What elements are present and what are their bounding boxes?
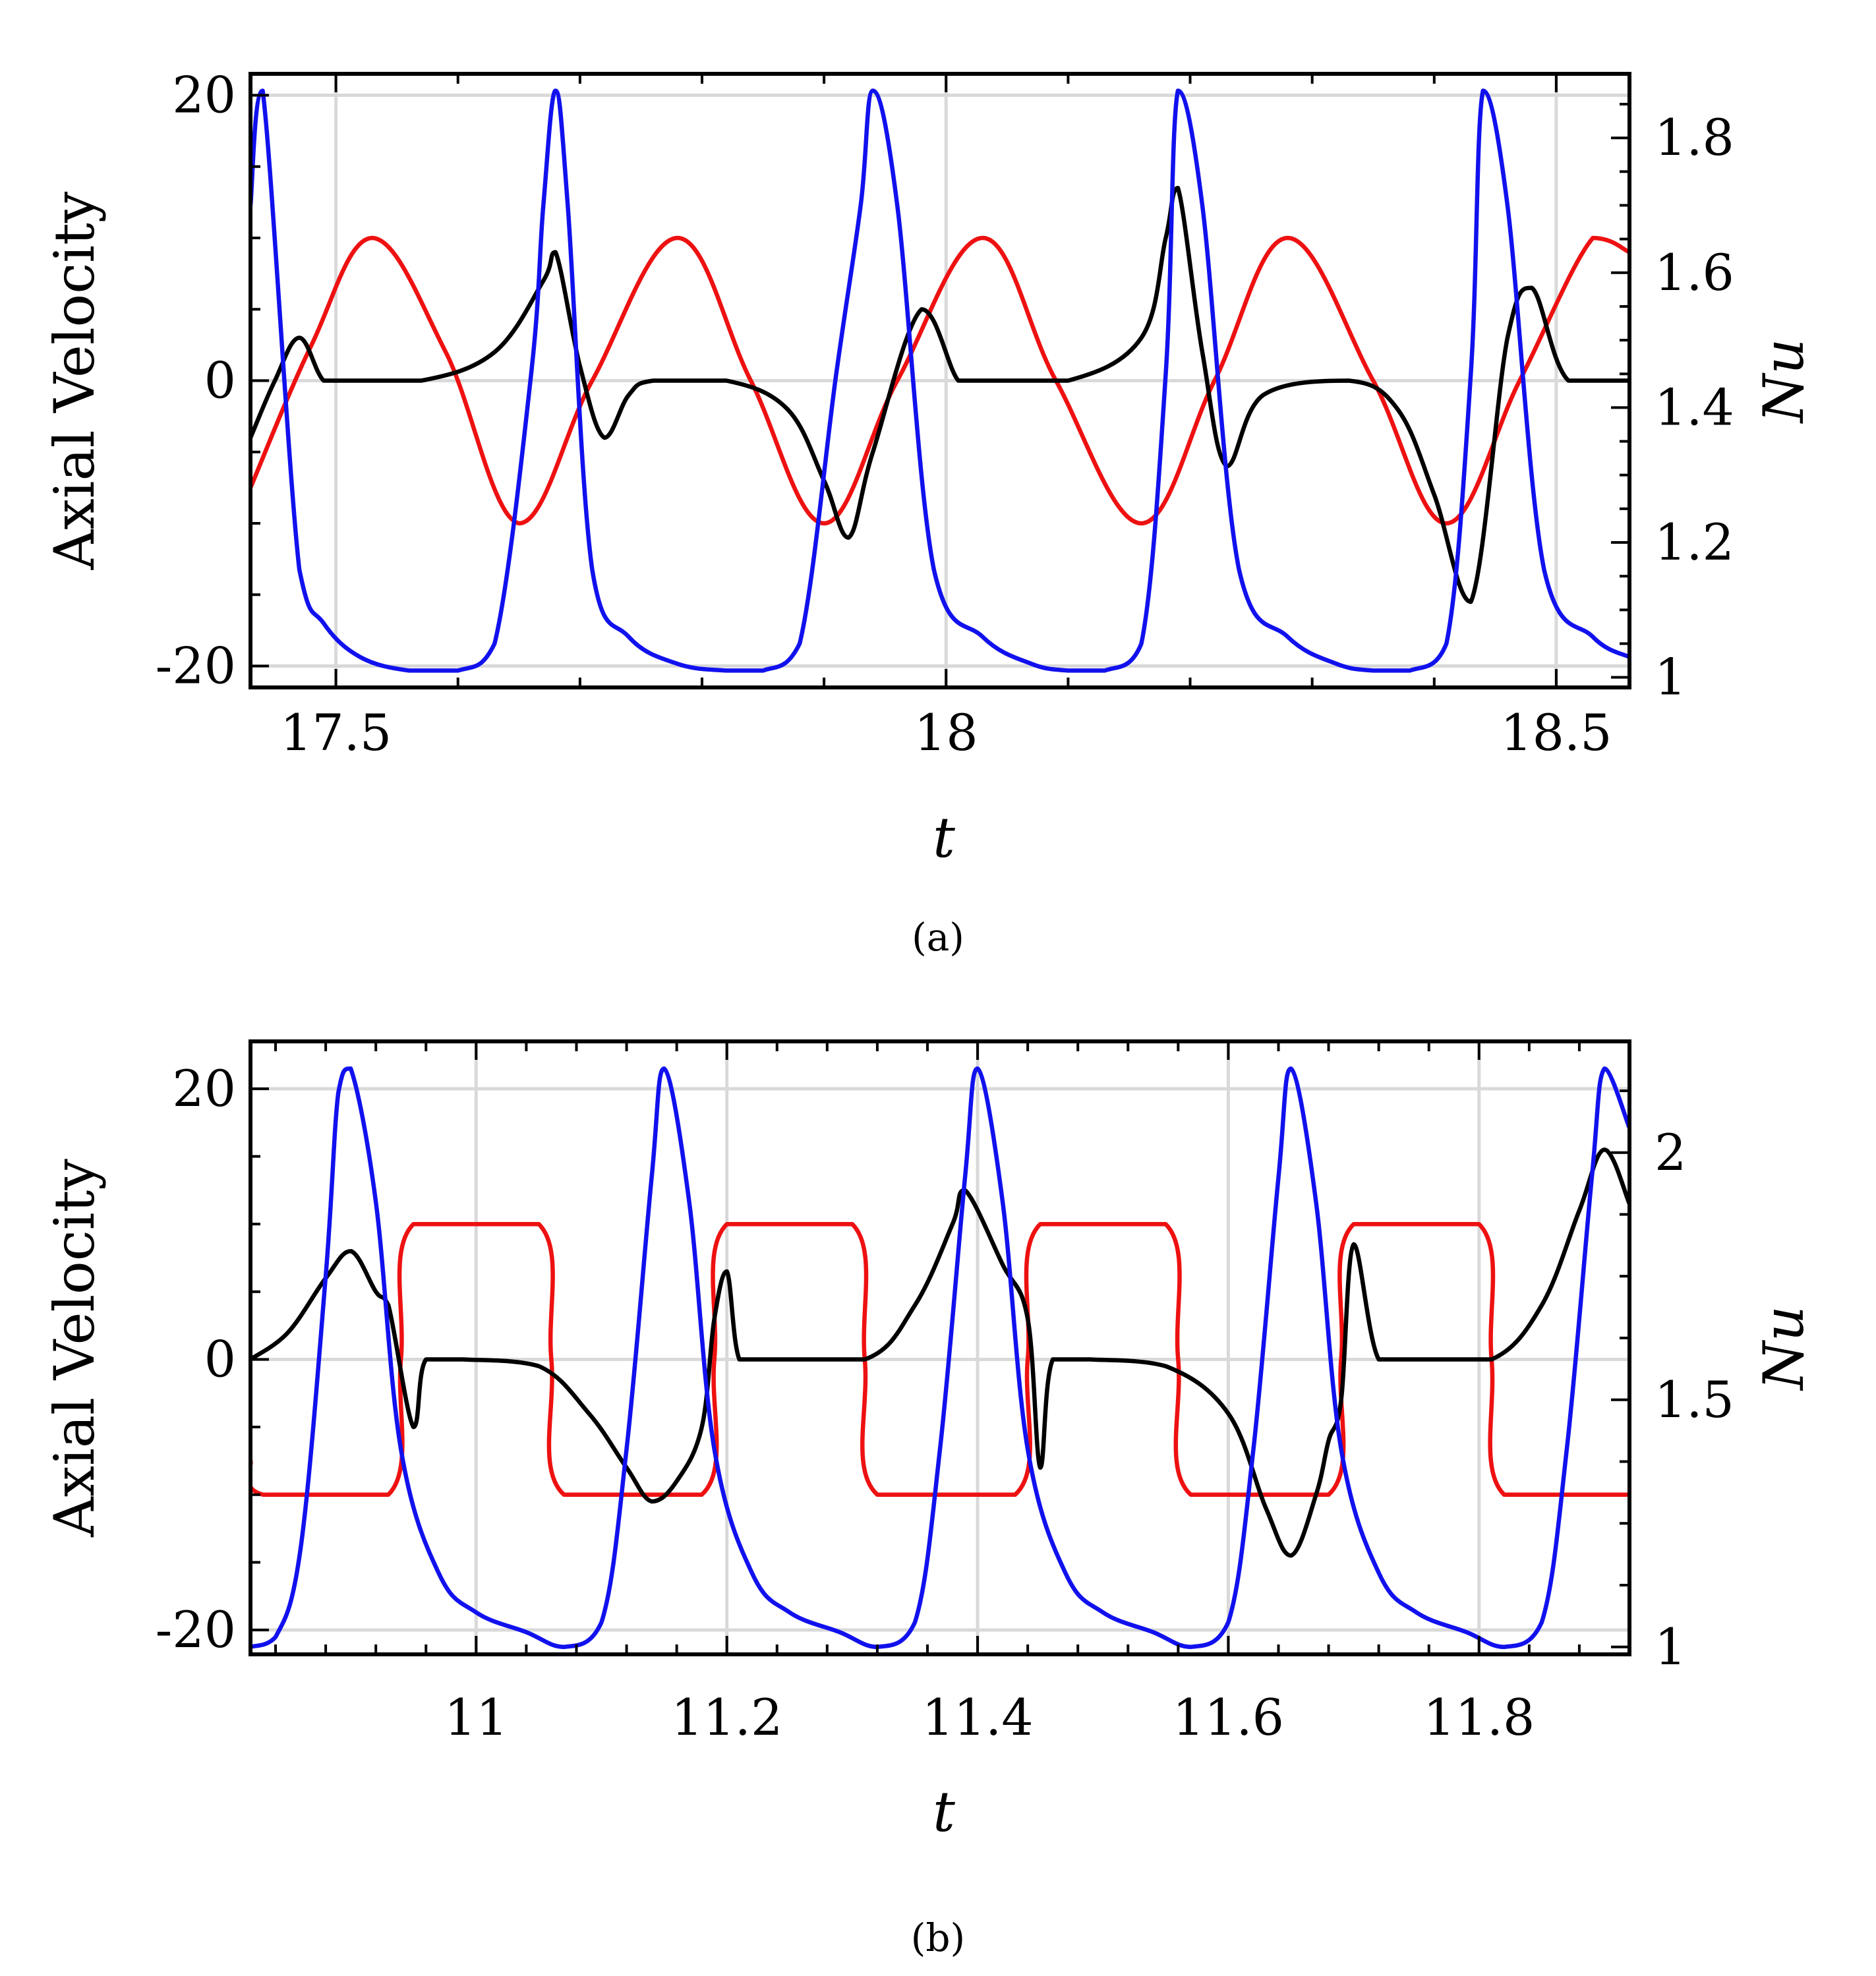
y-left-tick-label: -20 bbox=[156, 1600, 236, 1659]
y-right-tick-label: 1.4 bbox=[1655, 378, 1734, 436]
series-black-line bbox=[250, 185, 1629, 604]
ticks-b bbox=[250, 1041, 1631, 1654]
grid-b bbox=[250, 1041, 1629, 1654]
y-left-tick-label: -20 bbox=[156, 637, 236, 695]
y-left-tick-label: 20 bbox=[172, 1059, 236, 1118]
series-blue-line bbox=[250, 88, 1629, 673]
y-right-axis-title: Nu bbox=[1751, 1306, 1816, 1391]
x-tick-label: 18 bbox=[914, 703, 978, 762]
y-right-tick-label: 2 bbox=[1655, 1123, 1686, 1182]
x-tick-label: 11.2 bbox=[671, 1688, 782, 1747]
x-tick-label: 17.5 bbox=[280, 703, 392, 762]
y-left-axis-title: Axial Velocity bbox=[42, 1159, 107, 1538]
y-left-tick-label: 20 bbox=[172, 65, 236, 124]
x-tick-label: 18.5 bbox=[1500, 703, 1612, 762]
x-tick-label: 11.4 bbox=[922, 1688, 1033, 1747]
series-red-line bbox=[250, 1221, 1629, 1497]
x-tick-label: 11.8 bbox=[1423, 1688, 1535, 1747]
caption-b: (b) bbox=[911, 1915, 965, 1960]
y-right-tick-label: 1.8 bbox=[1655, 108, 1734, 167]
plot-frame-b bbox=[249, 1039, 1631, 1656]
x-axis-title: t bbox=[933, 1780, 955, 1844]
chart-a: 17.5 18 18.5 -20 0 20 1 1.2 1.4 1.6 1.8 t Axial Velo… bbox=[42, 65, 1816, 870]
x-tick-label: 11.6 bbox=[1173, 1688, 1284, 1747]
caption-a: (a) bbox=[912, 915, 964, 960]
y-right-tick-label: 1.2 bbox=[1655, 513, 1734, 571]
y-right-tick-label: 1.5 bbox=[1655, 1370, 1734, 1429]
y-left-axis-title: Axial Velocity bbox=[42, 191, 107, 570]
y-right-tick-label: 1 bbox=[1655, 648, 1686, 707]
grid-a bbox=[250, 74, 1629, 687]
series-group-a bbox=[250, 88, 1629, 673]
series-group-b bbox=[250, 1066, 1629, 1650]
y-right-tick-label: 1.6 bbox=[1655, 243, 1734, 302]
series-red-line bbox=[250, 235, 1629, 526]
x-tick-label: 11 bbox=[444, 1688, 508, 1747]
y-left-tick-label: 0 bbox=[204, 351, 236, 410]
chart-b: 11 11.2 11.4 11.6 11.8 -20 0 20 1 1.5 2 t Axial Velo… bbox=[42, 1039, 1816, 1844]
series-black-line bbox=[250, 1147, 1629, 1558]
series-blue-line bbox=[250, 1066, 1629, 1650]
x-axis-title: t bbox=[933, 805, 955, 870]
y-left-tick-label: 0 bbox=[204, 1329, 236, 1388]
ticks-a bbox=[250, 74, 1629, 687]
y-right-axis-title: Nu bbox=[1751, 339, 1816, 424]
y-right-tick-label: 1 bbox=[1655, 1617, 1686, 1676]
